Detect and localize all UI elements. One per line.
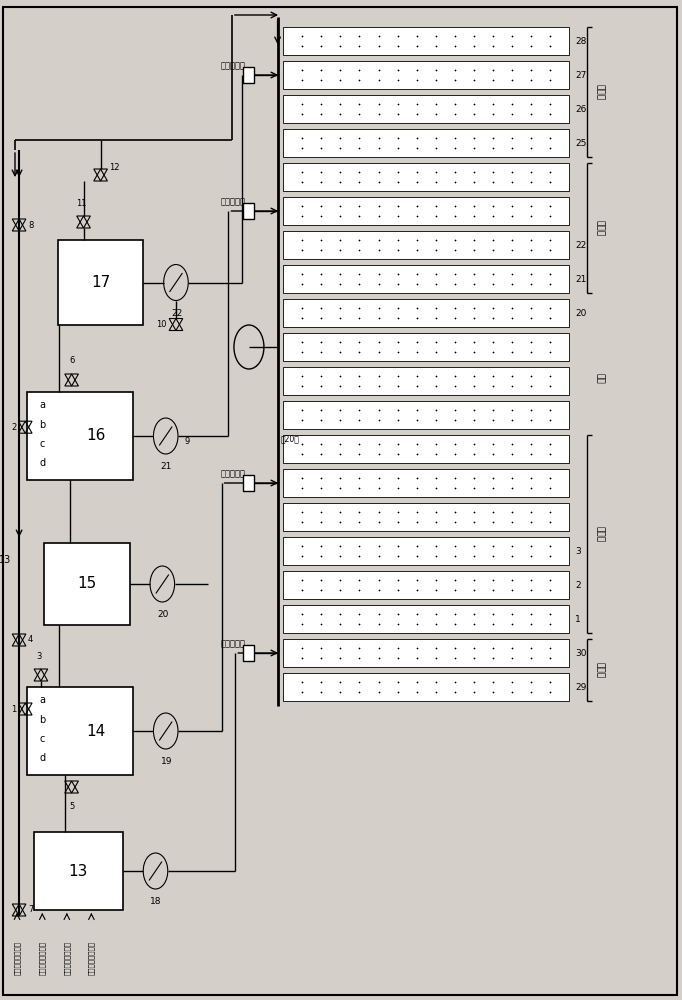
Text: 17: 17 bbox=[91, 275, 110, 290]
Text: 15: 15 bbox=[77, 576, 97, 591]
Bar bbox=[283, 435, 569, 463]
Text: 缓冲区: 缓冲区 bbox=[595, 662, 604, 678]
Bar bbox=[283, 367, 569, 395]
Text: 20: 20 bbox=[575, 308, 587, 318]
Bar bbox=[283, 27, 569, 55]
Text: 14: 14 bbox=[87, 724, 106, 738]
Bar bbox=[243, 203, 254, 219]
Bar bbox=[58, 240, 143, 325]
Bar bbox=[283, 469, 569, 497]
Text: 3: 3 bbox=[575, 546, 580, 556]
Text: 30: 30 bbox=[575, 649, 587, 658]
Text: 再生液入口: 再生液入口 bbox=[220, 61, 246, 70]
Bar bbox=[283, 197, 569, 225]
Bar bbox=[34, 832, 123, 910]
Text: 10: 10 bbox=[157, 320, 167, 329]
Bar bbox=[27, 687, 133, 775]
Bar bbox=[283, 571, 569, 599]
Bar bbox=[283, 673, 569, 701]
Text: 22: 22 bbox=[171, 308, 182, 318]
Bar bbox=[283, 503, 569, 531]
Text: a: a bbox=[40, 400, 46, 410]
Text: 18: 18 bbox=[151, 897, 162, 906]
Bar bbox=[283, 401, 569, 429]
Text: 极浓度洗脱液入口: 极浓度洗脱液入口 bbox=[39, 941, 46, 975]
Text: 7: 7 bbox=[28, 906, 33, 914]
Bar bbox=[283, 639, 569, 667]
Text: 28: 28 bbox=[575, 36, 587, 45]
Text: 21: 21 bbox=[575, 274, 587, 284]
Text: 25: 25 bbox=[575, 138, 587, 147]
Text: 再生区: 再生区 bbox=[595, 84, 604, 100]
Text: c: c bbox=[40, 439, 45, 449]
Text: 26: 26 bbox=[575, 104, 587, 113]
Text: 8: 8 bbox=[28, 221, 33, 230]
Text: 缓冲液入口: 缓冲液入口 bbox=[220, 639, 246, 648]
Bar bbox=[44, 543, 130, 625]
Bar bbox=[243, 645, 254, 661]
Text: 5: 5 bbox=[69, 802, 74, 811]
Text: 9: 9 bbox=[185, 436, 190, 446]
Text: 低浓度进料液入口: 低浓度进料液入口 bbox=[63, 941, 70, 975]
Bar bbox=[283, 129, 569, 157]
Text: 极浓度进料液入口: 极浓度进料液入口 bbox=[88, 941, 95, 975]
Text: 19: 19 bbox=[161, 757, 172, 766]
Text: 洗脱液入口: 洗脱液入口 bbox=[220, 469, 246, 478]
Text: 27: 27 bbox=[575, 71, 587, 80]
Text: d: d bbox=[40, 753, 46, 763]
Text: 1: 1 bbox=[11, 704, 16, 713]
Text: 4: 4 bbox=[28, 636, 33, 645]
Text: d: d bbox=[40, 458, 46, 468]
Text: 29: 29 bbox=[575, 683, 587, 692]
Text: 进料区: 进料区 bbox=[595, 220, 604, 236]
Bar bbox=[283, 333, 569, 361]
Text: 2: 2 bbox=[11, 423, 16, 432]
Text: 共20根: 共20根 bbox=[281, 434, 300, 443]
Text: 16: 16 bbox=[87, 428, 106, 444]
Text: 转轴: 转轴 bbox=[595, 373, 604, 383]
Text: b: b bbox=[40, 420, 46, 430]
Bar bbox=[283, 231, 569, 259]
Text: 13: 13 bbox=[0, 555, 11, 565]
Text: 洗脱区: 洗脱区 bbox=[595, 526, 604, 542]
Text: c: c bbox=[40, 734, 45, 744]
Bar bbox=[283, 299, 569, 327]
Text: 11: 11 bbox=[76, 199, 87, 208]
Bar bbox=[283, 95, 569, 123]
Bar bbox=[27, 392, 133, 480]
Text: 22: 22 bbox=[575, 241, 586, 250]
Bar bbox=[243, 67, 254, 83]
Text: 低浓度洗脱液入口: 低浓度洗脱液入口 bbox=[14, 941, 20, 975]
Bar bbox=[283, 605, 569, 633]
Text: 12: 12 bbox=[109, 162, 119, 172]
Text: 3: 3 bbox=[36, 652, 42, 661]
Text: 20: 20 bbox=[158, 610, 168, 619]
Bar bbox=[283, 163, 569, 191]
Bar bbox=[283, 61, 569, 89]
Text: b: b bbox=[40, 715, 46, 725]
Text: 13: 13 bbox=[69, 863, 88, 879]
Text: 2: 2 bbox=[575, 580, 580, 590]
Bar bbox=[243, 475, 254, 491]
Text: 进料液入口: 进料液入口 bbox=[220, 197, 246, 206]
Bar bbox=[283, 265, 569, 293]
Text: a: a bbox=[40, 695, 46, 705]
Text: 21: 21 bbox=[161, 462, 172, 471]
Text: 1: 1 bbox=[575, 614, 580, 624]
Bar bbox=[283, 537, 569, 565]
Text: 6: 6 bbox=[69, 356, 74, 365]
